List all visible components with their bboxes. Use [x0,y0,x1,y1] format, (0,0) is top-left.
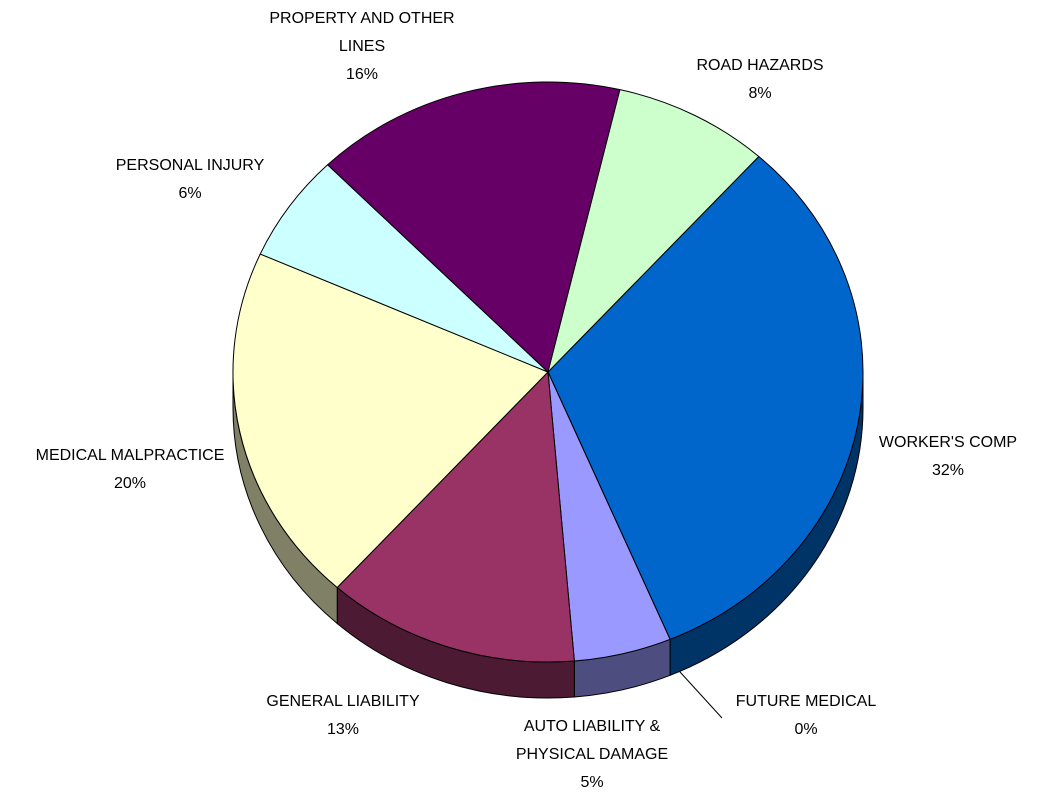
value-label: 6% [178,185,202,202]
slice-label: ROAD HAZARDS 8% [630,52,890,108]
value-label: 8% [748,85,772,102]
value-label: 13% [326,721,360,738]
pie-slice [232,253,549,589]
category-label: AUTO LIABILITY & PHYSICAL DAMAGE [515,718,669,763]
pie-top [232,81,864,663]
slice-label: GENERAL LIABILITY 13% [213,688,473,744]
category-label: GENERAL LIABILITY [266,693,420,710]
value-label: 0% [794,721,818,738]
slice-label: MEDICAL MALPRACTICE 20% [0,442,260,498]
value-label: 16% [345,66,379,83]
slice-label: FUTURE MEDICAL 0% [676,688,936,744]
slice-label: PROPERTY AND OTHER LINES 16% [247,5,477,89]
category-label: FUTURE MEDICAL [735,693,877,710]
value-label: 5% [580,774,604,791]
pie-sides [232,371,864,699]
pie-slice [547,89,760,374]
slice-label: WORKER'S COMP 32% [818,429,1037,485]
category-label: WORKER'S COMP [878,434,1018,451]
value-label: 32% [931,462,965,479]
category-label: MEDICAL MALPRACTICE [35,447,225,464]
category-label: PERSONAL INJURY [115,157,265,174]
pie-slice [326,81,621,373]
pie-slice [336,370,575,663]
category-label: PROPERTY AND OTHER LINES [269,10,455,55]
pie-slice [259,164,549,373]
slice-label: AUTO LIABILITY & PHYSICAL DAMAGE 5% [492,713,692,797]
slice-label: PERSONAL INJURY 6% [60,152,320,208]
pie-slice [547,155,864,640]
category-label: ROAD HAZARDS [696,57,824,74]
value-label: 20% [113,475,147,492]
